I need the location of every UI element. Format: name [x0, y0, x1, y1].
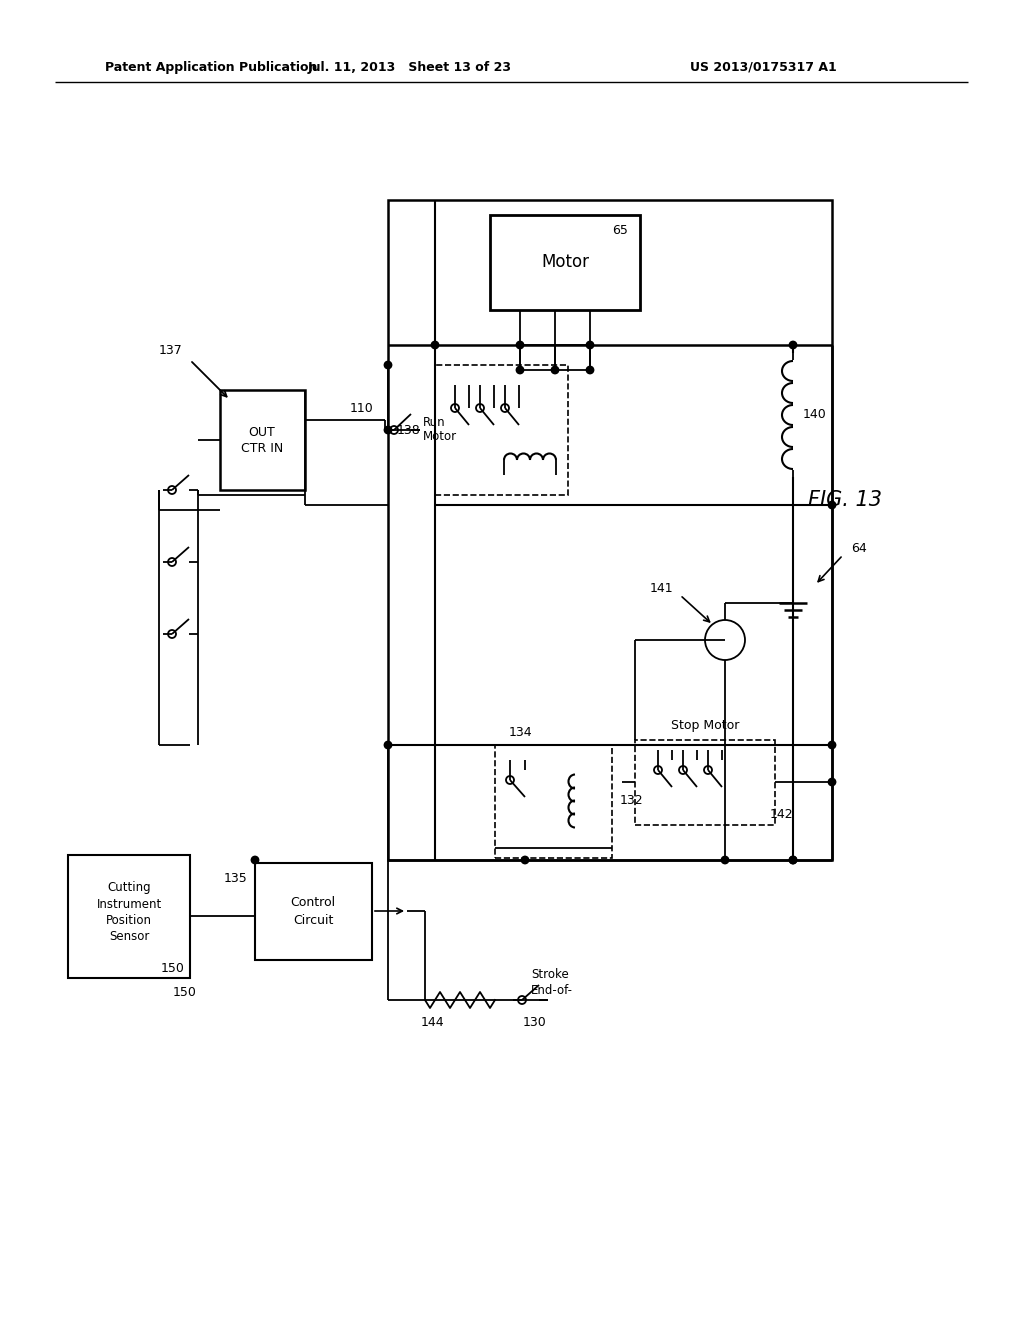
Text: US 2013/0175317 A1: US 2013/0175317 A1	[690, 61, 837, 74]
Circle shape	[828, 779, 836, 785]
Text: 138: 138	[396, 424, 420, 437]
Text: 142: 142	[770, 808, 794, 821]
Circle shape	[516, 342, 523, 348]
Text: 140: 140	[803, 408, 826, 421]
Circle shape	[521, 857, 528, 863]
Text: FIG. 13: FIG. 13	[808, 490, 882, 510]
Circle shape	[431, 342, 438, 348]
Text: 135: 135	[223, 871, 247, 884]
Circle shape	[828, 502, 836, 508]
Text: Jul. 11, 2013   Sheet 13 of 23: Jul. 11, 2013 Sheet 13 of 23	[308, 61, 512, 74]
Text: Motor: Motor	[541, 253, 589, 271]
Text: Control: Control	[291, 895, 336, 908]
Circle shape	[384, 742, 391, 748]
Text: 150: 150	[161, 961, 185, 974]
Circle shape	[587, 342, 594, 348]
Bar	[68, 855, 190, 978]
Text: OUT: OUT	[249, 426, 275, 440]
Text: Sensor: Sensor	[109, 929, 150, 942]
Text: 141: 141	[649, 582, 673, 594]
Bar	[495, 744, 612, 858]
Circle shape	[516, 367, 523, 374]
Bar	[435, 366, 568, 495]
Text: 132: 132	[620, 795, 644, 808]
Circle shape	[790, 342, 797, 348]
Text: Patent Application Publication: Patent Application Publication	[105, 61, 317, 74]
Circle shape	[790, 857, 797, 863]
Text: Stroke: Stroke	[531, 968, 568, 981]
Bar	[255, 863, 372, 960]
Circle shape	[828, 742, 836, 748]
Text: 64: 64	[851, 541, 866, 554]
Circle shape	[587, 367, 594, 374]
Circle shape	[722, 857, 728, 863]
Bar	[388, 201, 831, 861]
Text: Instrument: Instrument	[96, 898, 162, 911]
Circle shape	[552, 367, 558, 374]
Text: CTR IN: CTR IN	[241, 442, 283, 455]
Circle shape	[252, 857, 258, 863]
Text: Stop Motor: Stop Motor	[671, 719, 739, 733]
Text: Cutting: Cutting	[108, 882, 151, 895]
Circle shape	[790, 857, 797, 863]
Text: Motor: Motor	[423, 430, 457, 444]
Circle shape	[384, 362, 391, 368]
Circle shape	[384, 426, 391, 433]
Text: Position: Position	[106, 913, 152, 927]
Text: 150: 150	[173, 986, 197, 999]
Bar	[490, 215, 640, 310]
Bar	[220, 389, 305, 490]
Text: 65: 65	[612, 223, 628, 236]
Text: 134: 134	[508, 726, 531, 739]
Text: Circuit: Circuit	[293, 913, 333, 927]
Text: 144: 144	[420, 1015, 443, 1028]
Text: 137: 137	[159, 343, 182, 356]
Bar	[635, 741, 775, 825]
Text: Run: Run	[423, 416, 445, 429]
Text: End-of-: End-of-	[531, 983, 573, 997]
Text: 130: 130	[523, 1015, 547, 1028]
Text: 110: 110	[349, 401, 373, 414]
